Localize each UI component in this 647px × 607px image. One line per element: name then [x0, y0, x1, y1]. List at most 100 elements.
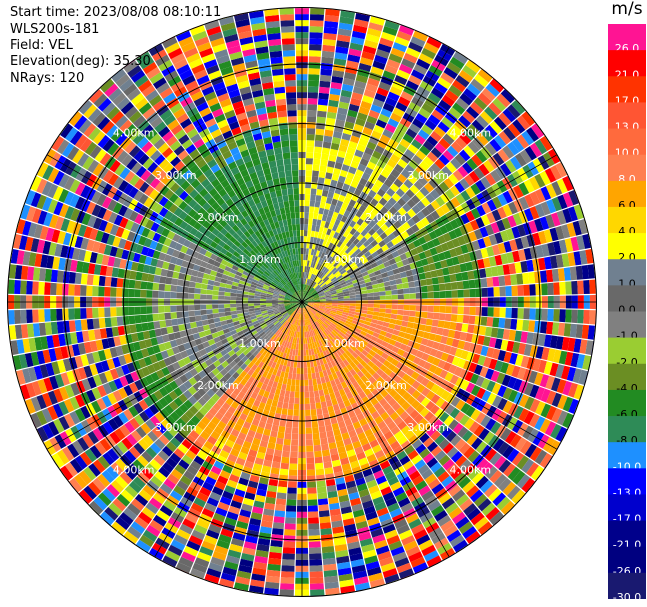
velocity-cell — [374, 415, 384, 425]
velocity-cell — [106, 358, 116, 370]
velocity-cell — [321, 546, 335, 554]
velocity-cell — [329, 392, 336, 400]
velocity-cell — [103, 244, 112, 256]
velocity-cell — [339, 426, 348, 435]
velocity-cell — [91, 400, 102, 414]
velocity-cell — [278, 303, 285, 306]
velocity-cell — [206, 294, 213, 300]
velocity-cell — [445, 161, 457, 174]
velocity-cell — [336, 40, 350, 49]
velocity-cell — [448, 107, 462, 120]
velocity-cell — [431, 483, 445, 495]
velocity-cell — [31, 380, 42, 396]
velocity-cell — [562, 208, 573, 224]
velocity-cell — [110, 480, 124, 494]
velocity-cell — [38, 322, 47, 336]
velocity-cell — [371, 251, 379, 258]
velocity-cell — [285, 421, 293, 428]
velocity-cell — [332, 211, 339, 219]
velocity-cell — [235, 349, 243, 357]
velocity-cell — [305, 409, 311, 416]
velocity-cell — [439, 225, 449, 235]
velocity-cell — [579, 250, 588, 265]
velocity-cell — [393, 445, 404, 456]
velocity-cell — [320, 339, 325, 346]
velocity-cell — [151, 427, 163, 438]
velocity-cell — [449, 56, 465, 70]
velocity-cell — [295, 313, 298, 319]
velocity-cell — [572, 368, 582, 384]
velocity-cell — [316, 287, 322, 292]
velocity-cell — [361, 172, 371, 181]
velocity-cell — [507, 104, 521, 119]
velocity-cell — [302, 307, 305, 314]
velocity-cell — [411, 523, 425, 535]
velocity-cell — [285, 315, 291, 321]
velocity-cell — [509, 239, 518, 252]
velocity-cell — [454, 246, 463, 256]
velocity-cell — [390, 334, 399, 341]
velocity-cell — [501, 217, 512, 230]
velocity-cell — [320, 233, 326, 240]
velocity-cell — [393, 416, 404, 426]
velocity-cell — [363, 274, 370, 280]
velocity-cell — [202, 481, 214, 492]
velocity-cell — [311, 309, 317, 314]
velocity-cell — [480, 128, 494, 142]
velocity-cell — [348, 242, 356, 250]
velocity-cell — [346, 371, 353, 379]
velocity-cell — [471, 437, 483, 450]
velocity-cell — [298, 343, 301, 350]
velocity-cell — [292, 421, 299, 428]
velocity-cell — [172, 325, 180, 333]
velocity-cell — [335, 335, 342, 342]
velocity-cell — [319, 303, 326, 306]
velocity-cell — [245, 333, 253, 340]
velocity-cell — [489, 511, 504, 526]
velocity-cell — [196, 435, 207, 446]
velocity-cell — [398, 497, 411, 508]
velocity-cell — [380, 108, 392, 118]
velocity-cell — [251, 371, 258, 379]
velocity-cell — [518, 394, 530, 408]
velocity-cell — [308, 273, 312, 280]
velocity-cell — [339, 361, 346, 369]
velocity-cell — [394, 341, 402, 349]
velocity-cell — [555, 336, 564, 350]
velocity-cell — [388, 388, 398, 398]
velocity-cell — [372, 380, 381, 389]
velocity-cell — [266, 320, 273, 326]
velocity-cell — [234, 274, 241, 280]
velocity-cell — [285, 307, 292, 311]
velocity-cell — [290, 336, 294, 343]
velocity-cell — [485, 224, 495, 236]
velocity-cell — [307, 285, 311, 292]
velocity-cell — [321, 449, 331, 457]
velocity-cell — [292, 305, 298, 311]
velocity-cell — [403, 288, 410, 294]
velocity-cell — [205, 334, 214, 341]
velocity-cell — [545, 183, 557, 199]
velocity-cell — [339, 16, 354, 25]
velocity-cell — [331, 398, 338, 406]
velocity-cell — [183, 254, 191, 262]
velocity-cell — [308, 349, 312, 356]
velocity-cell — [437, 252, 446, 261]
velocity-cell — [462, 480, 476, 494]
velocity-cell — [77, 367, 87, 380]
velocity-cell — [390, 112, 402, 123]
velocity-cell — [310, 348, 315, 356]
velocity-cell — [410, 371, 420, 380]
velocity-cell — [336, 383, 344, 391]
velocity-cell — [347, 338, 355, 345]
velocity-cell — [307, 304, 314, 307]
velocity-cell — [437, 235, 446, 245]
velocity-cell — [324, 363, 330, 370]
velocity-cell — [324, 278, 331, 284]
velocity-cell — [399, 455, 411, 466]
velocity-cell — [372, 98, 385, 108]
velocity-cell — [419, 186, 430, 197]
velocity-cell — [372, 332, 380, 338]
velocity-cell — [293, 361, 298, 368]
velocity-cell — [378, 398, 388, 407]
